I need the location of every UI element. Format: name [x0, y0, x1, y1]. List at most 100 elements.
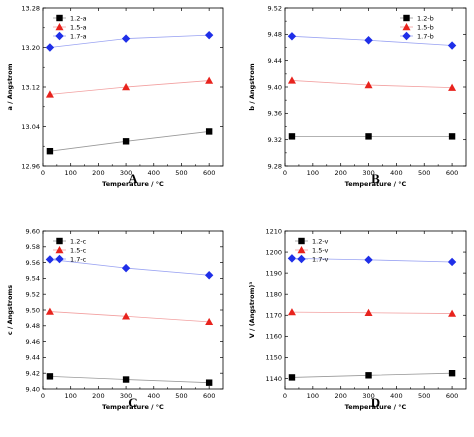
x-axis-label: Temperature / °C [102, 403, 164, 411]
y-tick-label: 1190 [265, 269, 282, 277]
x-tick-label: 300 [120, 392, 132, 400]
series-line-1.5-v [291, 311, 453, 314]
x-tick-label: 0 [283, 392, 287, 400]
data-point-1.5-a [205, 76, 214, 84]
panel-letter: D [371, 395, 380, 410]
y-tick-label: 9.50 [26, 306, 40, 314]
series-line-1.2-v [291, 372, 453, 378]
legend-marker-1.5-v [297, 246, 306, 254]
data-point-1.5-c [45, 307, 54, 315]
data-point-1.2-v [448, 370, 456, 377]
x-tick-label: 600 [446, 169, 458, 177]
y-tick-label: 9.48 [26, 322, 40, 330]
data-point-1.2-b [365, 133, 372, 140]
x-tick-label: 100 [307, 169, 319, 177]
legend-label: 1.2-c [70, 237, 87, 245]
data-point-1.7-a [121, 34, 131, 43]
y-tick-label: 9.40 [268, 83, 282, 91]
y-tick-label: 13.20 [21, 44, 40, 52]
data-point-1.5-v [448, 309, 457, 317]
y-tick-label: 9.52 [268, 4, 282, 12]
x-tick-label: 300 [362, 169, 374, 177]
data-point-1.7-a [204, 30, 214, 40]
chart-panel-a: 0 100 200 300 400 500 600 12.96 13.04 13.12 13.20 1… [6, 4, 224, 188]
x-tick-label: 0 [283, 169, 287, 177]
y-tick-label: 9.48 [268, 31, 282, 39]
x-tick-label: 500 [175, 169, 187, 177]
data-point-1.2-a [46, 147, 54, 155]
x-axis-label: Temperature / °C [345, 180, 407, 188]
y-axis-label: V / (Angstrom)³ [248, 282, 256, 339]
y-tick-label: 1140 [265, 375, 282, 383]
y-tick-label: 9.52 [26, 291, 40, 299]
x-tick-label: 400 [148, 169, 160, 177]
legend-marker-1.7-v [297, 254, 306, 264]
x-tick-label: 100 [64, 392, 76, 400]
data-point-1.2-c [205, 379, 213, 386]
chart-panel-b: 0 100 200 300 400 500 600 9.28 9.32 9.36 9.40 9.44 9… [248, 4, 467, 188]
y-tick-label: 1170 [265, 312, 282, 320]
y-tick-label: 9.60 [26, 227, 40, 235]
data-point-1.2-v [365, 372, 372, 379]
chart-panel-d: 0 100 200 300 400 500 600 1140 1150 1160 1170 1180 1… [248, 227, 467, 411]
legend-marker-1.7-b [402, 31, 411, 41]
legend-label: 1.7-v [312, 255, 329, 263]
x-tick-label: 500 [418, 169, 430, 177]
y-tick-label: 9.44 [26, 354, 40, 362]
legend-label: 1.5-v [312, 246, 329, 254]
data-point-1.5-c [205, 317, 214, 326]
x-tick-label: 200 [92, 392, 104, 400]
data-point-1.7-v [287, 254, 297, 263]
data-point-1.5-a [45, 90, 54, 98]
data-point-1.5-v [287, 308, 296, 316]
x-tick-label: 600 [203, 169, 215, 177]
y-axis-label: a / Angstrom [6, 63, 14, 110]
x-axis-label: Temperature / °C [345, 403, 407, 411]
legend-label: 1.7-a [70, 32, 87, 40]
y-tick-label: 9.28 [268, 162, 282, 170]
legend: 1.2-b1.5-b1.7-b [400, 14, 434, 40]
x-tick-label: 400 [390, 392, 402, 400]
x-tick-label: 200 [334, 392, 346, 400]
y-tick-label: 13.12 [21, 83, 40, 91]
legend-label: 1.2-a [70, 14, 87, 22]
y-tick-label: 9.42 [26, 370, 40, 378]
data-point-1.2-b [448, 133, 456, 140]
data-point-1.5-v [364, 308, 373, 316]
y-tick-label: 13.28 [21, 4, 40, 12]
legend-marker-1.5-a [55, 23, 64, 31]
legend: 1.2-a1.5-a1.7-a [53, 14, 87, 40]
series-line-1.2-c [49, 375, 210, 384]
data-point-1.2-a [205, 128, 213, 135]
x-tick-label: 0 [41, 392, 45, 400]
y-tick-label: 1180 [265, 291, 282, 299]
x-tick-label: 200 [92, 169, 104, 177]
y-tick-label: 13.04 [21, 123, 40, 131]
y-tick-label: 9.54 [26, 275, 40, 283]
x-tick-label: 100 [307, 392, 319, 400]
data-point-1.7-c [45, 255, 55, 264]
series-line-1.5-b [291, 80, 453, 89]
data-point-1.2-c [46, 373, 54, 380]
data-point-1.2-c [122, 376, 130, 383]
series-line-1.5-c [49, 311, 210, 323]
y-tick-label: 9.56 [26, 259, 40, 267]
x-tick-label: 600 [446, 392, 458, 400]
x-tick-label: 400 [148, 392, 160, 400]
legend-marker-1.7-a [55, 31, 64, 41]
data-point-1.5-c [122, 312, 131, 320]
y-tick-label: 9.58 [26, 243, 40, 251]
legend-label: 1.2-b [417, 14, 434, 22]
series-line-1.2-a [49, 131, 210, 152]
plot-frame [284, 230, 467, 390]
x-tick-label: 200 [334, 169, 346, 177]
legend-marker-1.2-a [56, 14, 63, 22]
y-tick-label: 9.36 [268, 110, 282, 118]
y-axis-label: c / Angstroms [6, 285, 14, 335]
data-point-1.5-b [448, 83, 457, 91]
y-tick-label: 1210 [265, 227, 282, 235]
legend-marker-1.2-b [403, 14, 410, 22]
x-axis-label: Temperature / °C [102, 180, 164, 188]
y-axis-label: b / Angstrom [248, 63, 256, 111]
legend-marker-1.5-c [55, 246, 64, 254]
